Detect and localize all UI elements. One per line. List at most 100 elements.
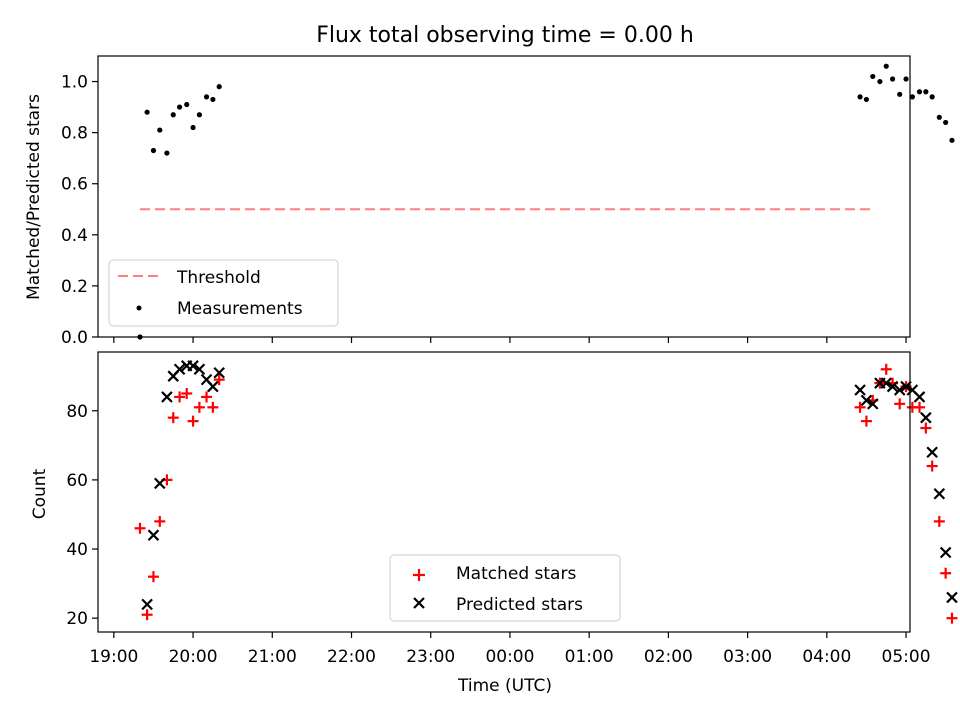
- predicted-star-point: [173, 363, 186, 376]
- predicted-star-point: [860, 394, 873, 407]
- matched-star-point: [174, 391, 186, 403]
- predicted-star-point: [900, 380, 912, 393]
- bottom-x-tick-label: 23:00: [406, 647, 455, 667]
- legend-measurements-label: Measurements: [177, 299, 303, 319]
- top-y-tick-label: 0.0: [61, 328, 88, 348]
- matched-star-point: [201, 391, 213, 403]
- top-plot-marks: [137, 63, 955, 340]
- matched-star-point: [854, 401, 866, 413]
- top-y-axis-label: Matched/Predicted stars: [24, 94, 44, 300]
- predicted-star-point: [920, 411, 932, 424]
- measurement-point: [176, 104, 183, 110]
- top-y-tick-label: 0.2: [61, 277, 88, 297]
- predicted-star-point: [913, 391, 926, 403]
- predicted-star-point: [193, 363, 206, 376]
- top-y-tick-label: 1.0: [61, 73, 88, 93]
- bottom-x-tick-label: 05:00: [882, 647, 931, 667]
- bottom-x-tick-label: 03:00: [723, 647, 772, 667]
- measurement-point: [949, 137, 955, 143]
- measurement-point: [909, 94, 915, 100]
- top-y-tick-label: 0.4: [61, 226, 88, 246]
- matched-star-point: [167, 412, 179, 424]
- bottom-x-tick-label: 01:00: [565, 647, 614, 667]
- measurement-point: [897, 91, 903, 97]
- matched-star-point: [207, 401, 219, 413]
- legend-threshold-label: Threshold: [176, 268, 261, 288]
- bottom-x-tick-label: 22:00: [327, 647, 376, 667]
- matched-star-point: [187, 415, 199, 427]
- bottom-y-tick-label: 60: [66, 471, 88, 491]
- matched-star-point: [933, 515, 945, 527]
- matched-star-point: [147, 571, 159, 583]
- measurement-point: [916, 89, 923, 95]
- bottom-x-tick-label: 02:00: [644, 647, 693, 667]
- measurement-point: [216, 84, 222, 90]
- measurement-point: [936, 114, 942, 120]
- measurement-point: [144, 109, 150, 115]
- matched-star-point: [920, 422, 932, 434]
- matched-star-point: [860, 415, 872, 427]
- matched-star-point: [181, 387, 193, 399]
- bottom-x-tick-label: 04:00: [802, 647, 851, 667]
- bottom-legend-box: [389, 554, 621, 622]
- figure-title: Flux total observing time = 0.00 h: [316, 23, 694, 48]
- measurement-point: [863, 96, 870, 103]
- bottom-y-tick-label: 40: [66, 540, 88, 560]
- matched-star-point: [946, 612, 958, 624]
- legend-measurements-marker: [136, 305, 142, 311]
- predicted-star-point: [187, 360, 199, 372]
- predicted-star-point: [147, 529, 160, 541]
- matched-star-point: [894, 398, 906, 410]
- predicted-star-point: [154, 477, 166, 490]
- measurement-point: [889, 76, 896, 82]
- top-legend-box: [108, 259, 339, 327]
- bottom-x-tick-label: 19:00: [89, 647, 138, 667]
- bottom-panel: 20 40 60 80 19:00 20:00 21:00 22:00 23:00 00:00 0…: [30, 351, 958, 696]
- measurement-point: [196, 112, 203, 118]
- legend-matched-label: Matched stars: [456, 564, 576, 584]
- predicted-star-point: [886, 380, 899, 393]
- measurement-point: [150, 147, 157, 154]
- predicted-star-point: [141, 598, 153, 611]
- matched-star-point: [213, 374, 225, 386]
- top-y-tick-label: 0.6: [61, 175, 88, 195]
- matched-star-point: [880, 363, 892, 375]
- bottom-x-tick-label: 20:00: [169, 647, 218, 667]
- bottom-y-tick-label: 20: [66, 609, 88, 629]
- matched-star-point: [926, 460, 938, 472]
- predicted-star-point: [854, 384, 866, 396]
- bottom-y-tick-label: 80: [66, 402, 88, 422]
- measurement-point: [184, 101, 190, 108]
- predicted-star-point: [926, 446, 938, 459]
- legend-predicted-label: Predicted stars: [456, 595, 583, 615]
- measurement-point: [170, 112, 176, 118]
- matched-star-point: [914, 401, 926, 413]
- predicted-star-point: [207, 380, 219, 393]
- measurement-point: [157, 127, 163, 133]
- bottom-legend: Matched stars Predicted stars: [389, 554, 621, 622]
- measurement-point: [870, 73, 876, 80]
- measurement-point: [877, 78, 883, 85]
- predicted-star-point: [933, 487, 946, 500]
- measurement-point: [190, 124, 196, 131]
- predicted-star-point: [880, 377, 893, 389]
- bottom-y-axis-label: Count: [30, 468, 50, 519]
- matched-star-point: [154, 515, 166, 527]
- top-x-ticks: [113, 337, 907, 343]
- measurement-point: [903, 76, 909, 82]
- top-y-tick-label: 0.8: [61, 124, 88, 144]
- bottom-axes-frame: [97, 351, 911, 633]
- top-y-ticks: 0.0 0.2 0.4 0.6 0.8 1.0: [61, 73, 98, 348]
- top-legend: Threshold Measurements: [108, 259, 339, 327]
- bottom-x-tick-label: 00:00: [485, 647, 534, 667]
- measurement-point: [210, 96, 216, 103]
- measurement-point: [929, 94, 935, 100]
- predicted-star-point: [946, 591, 958, 604]
- measurement-point: [923, 89, 929, 95]
- predicted-star-point: [161, 391, 173, 403]
- legend-matched-marker: [413, 569, 425, 581]
- bottom-x-ticks: 19:00 20:00 21:00 22:00 23:00 00:00 01:00 02:00…: [89, 632, 931, 667]
- matched-star-point: [940, 567, 952, 579]
- measurement-point: [203, 94, 210, 100]
